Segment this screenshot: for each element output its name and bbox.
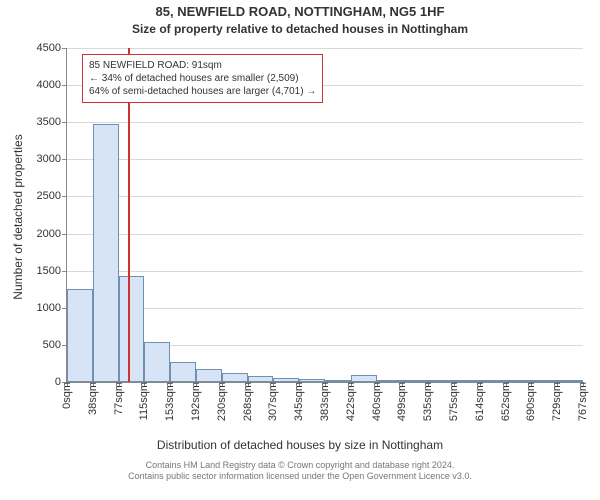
histogram-bar [351,375,377,382]
footer-line-2: Contains public sector information licen… [0,471,600,482]
histogram-bar [170,362,196,382]
ytick-label: 4500 [37,42,67,54]
histogram-bar [119,276,145,382]
ytick-label: 3000 [37,153,67,165]
xtick-label: 575sqm [448,382,460,427]
xtick-label: 422sqm [345,382,357,427]
annotation-line-3: 64% of semi-detached houses are larger (… [89,85,316,98]
chart-title: 85, NEWFIELD ROAD, NOTTINGHAM, NG5 1HF [0,4,600,19]
histogram-bar [144,342,170,382]
xtick-label: 0sqm [61,382,73,415]
y-axis-label: Number of detached properties [11,67,25,367]
xtick-label: 345sqm [293,382,305,427]
xtick-label: 383sqm [319,382,331,427]
ytick-label: 1000 [37,302,67,314]
xtick-label: 268sqm [242,382,254,427]
xtick-label: 460sqm [371,382,383,427]
gridline [67,271,583,272]
xtick-label: 767sqm [577,382,589,427]
ytick-label: 2000 [37,228,67,240]
gridline [67,196,583,197]
chart-footer: Contains HM Land Registry data © Crown c… [0,460,600,483]
xtick-label: 115sqm [138,382,150,426]
histogram-bar [67,289,93,382]
xtick-label: 690sqm [525,382,537,427]
annotation-box: 85 NEWFIELD ROAD: 91sqm ← 34% of detache… [82,54,323,103]
gridline [67,234,583,235]
xtick-label: 499sqm [396,382,408,427]
histogram-bar [196,369,222,382]
gridline [67,122,583,123]
gridline [67,308,583,309]
xtick-label: 614sqm [474,382,486,427]
ytick-label: 1500 [37,265,67,277]
histogram-chart: 85, NEWFIELD ROAD, NOTTINGHAM, NG5 1HF S… [0,0,600,500]
xtick-label: 153sqm [164,382,176,427]
xtick-label: 307sqm [267,382,279,427]
ytick-label: 2500 [37,190,67,202]
chart-subtitle: Size of property relative to detached ho… [0,22,600,36]
gridline [67,159,583,160]
xtick-label: 729sqm [551,382,563,427]
xtick-label: 652sqm [500,382,512,427]
x-axis-label: Distribution of detached houses by size … [0,438,600,452]
histogram-bar [93,124,119,382]
annotation-line-2: ← 34% of detached houses are smaller (2,… [89,72,316,85]
xtick-label: 77sqm [113,382,125,421]
histogram-bar [222,373,248,382]
ytick-label: 4000 [37,79,67,91]
ytick-label: 500 [43,339,67,351]
footer-line-1: Contains HM Land Registry data © Crown c… [0,460,600,471]
xtick-label: 535sqm [422,382,434,427]
gridline [67,48,583,49]
xtick-label: 230sqm [216,382,228,427]
xtick-label: 38sqm [87,382,99,421]
annotation-line-1: 85 NEWFIELD ROAD: 91sqm [89,59,316,72]
ytick-label: 3500 [37,116,67,128]
xtick-label: 192sqm [190,382,202,427]
